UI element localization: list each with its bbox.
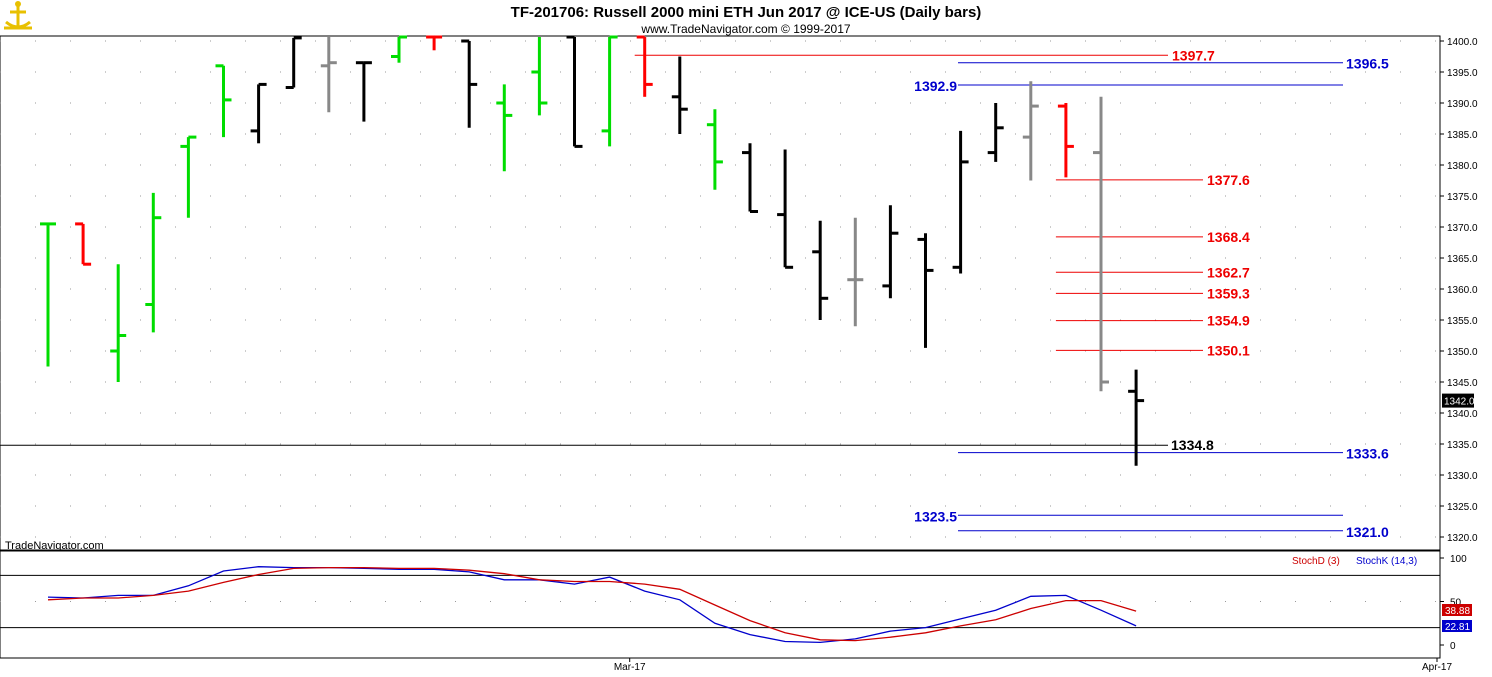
y-tick-label: 1320.0 <box>1447 533 1478 544</box>
ohlc-bar <box>706 109 723 190</box>
black-level-label: 1334.8 <box>1171 437 1214 453</box>
stoch-series-line <box>47 566 1137 644</box>
ohlc-bar <box>391 35 407 63</box>
red-level-label: 1397.7 <box>1172 47 1215 63</box>
red-level-label: 1359.3 <box>1207 285 1250 301</box>
x-tick-label: Apr-17 <box>1422 662 1452 673</box>
ohlc-bar <box>1057 103 1074 178</box>
blue-level-label: 1392.9 <box>914 78 957 94</box>
stoch-tick-label: 100 <box>1450 554 1467 565</box>
chart-subtitle: www.TradeNavigator.com © 1999-2017 <box>640 22 850 36</box>
y-tick-label: 1360.0 <box>1447 285 1478 296</box>
ohlc-bar <box>180 135 197 218</box>
last-price-badge <box>1442 393 1474 408</box>
blue-level-label: 1333.6 <box>1346 446 1389 462</box>
blue-level-label: 1396.5 <box>1346 56 1389 72</box>
blue-level-label: 1321.0 <box>1346 524 1389 540</box>
y-tick-label: 1380.0 <box>1447 161 1478 172</box>
red-level-label: 1362.7 <box>1207 264 1250 280</box>
x-tick-label: Mar-17 <box>614 662 646 673</box>
y-tick-label: 1390.0 <box>1447 99 1478 110</box>
y-tick-label: 1385.0 <box>1447 130 1478 141</box>
y-tick-label: 1400.0 <box>1447 37 1478 48</box>
stoch-legend-entry: StochK (14,3) <box>1356 556 1417 567</box>
ohlc-bar <box>355 61 372 122</box>
ohlc-bar <box>742 143 758 213</box>
price-y-axis: 1320.0 1325.0 1330.0 1335.0 1340.0 1345.0 1350… <box>1440 37 1478 544</box>
chart-title: TF-201706: Russell 2000 mini ETH Jun 201… <box>511 4 982 21</box>
blue-level-label: 1323.5 <box>914 508 957 524</box>
stochd-value-label: 38.88 <box>1445 606 1470 617</box>
ohlc-bar <box>145 192 162 333</box>
ohlc-bar <box>496 84 513 172</box>
ohlc-bar <box>75 222 92 266</box>
stoch-panel-frame <box>0 550 1441 659</box>
y-tick-label: 1395.0 <box>1447 68 1478 79</box>
y-tick-label: 1340.0 <box>1447 409 1478 420</box>
ohlc-bar <box>882 205 899 299</box>
y-tick-label: 1350.0 <box>1447 347 1478 358</box>
stochastic-panel: StochD (3) StochK (14,3) 100 50 0 38.88 22.81 <box>0 554 1472 652</box>
ohlc-bar <box>987 103 1004 162</box>
y-tick-label: 1325.0 <box>1447 502 1478 513</box>
stochk-value-label: 22.81 <box>1445 622 1470 633</box>
price-panel-frame <box>0 35 1441 551</box>
ohlc-bar <box>601 35 618 147</box>
price-bars <box>40 35 1145 466</box>
ohlc-bar <box>812 220 829 320</box>
ohlc-bar <box>461 39 478 128</box>
y-tick-label: 1330.0 <box>1447 471 1478 482</box>
y-tick-label: 1335.0 <box>1447 440 1478 451</box>
ohlc-bar <box>847 217 864 327</box>
y-tick-label: 1375.0 <box>1447 192 1478 203</box>
red-level-label: 1368.4 <box>1207 229 1250 245</box>
ohlc-bar <box>636 35 653 97</box>
ohlc-bar <box>1093 96 1109 392</box>
stoch-series-line <box>47 566 1137 642</box>
ohlc-bar <box>40 222 56 367</box>
red-level-label: 1377.6 <box>1207 172 1250 188</box>
ohlc-bar <box>215 64 232 138</box>
ohlc-bar <box>777 149 794 269</box>
stoch-tick-label: 0 <box>1450 641 1456 652</box>
ohlc-bar <box>566 35 583 148</box>
y-tick-label: 1355.0 <box>1447 316 1478 327</box>
tradenavigator-watermark: TradeNavigator.com <box>5 540 104 552</box>
red-level-label: 1350.1 <box>1207 342 1250 358</box>
stochk-value-badge <box>1442 620 1472 632</box>
ohlc-bar <box>1022 81 1039 181</box>
ohlc-bar <box>671 56 688 134</box>
stoch-legend-entry: StochD (3) <box>1292 556 1340 567</box>
ohlc-bar <box>250 82 267 144</box>
stoch-tick-label: 50 <box>1450 598 1462 609</box>
ohlc-bar <box>1128 369 1145 466</box>
y-tick-label: 1345.0 <box>1447 378 1478 389</box>
ohlc-bar <box>320 37 337 113</box>
y-tick-label: 1365.0 <box>1447 254 1478 265</box>
y-tick-label: 1370.0 <box>1447 223 1478 234</box>
ohlc-bar <box>285 36 302 89</box>
last-price-label: 1342.0 <box>1444 397 1475 408</box>
date-x-axis: Mar-17 Apr-17 <box>614 658 1452 673</box>
ohlc-bar <box>531 37 548 116</box>
anchor-logo-icon <box>4 1 32 30</box>
stochd-value-badge <box>1442 604 1472 616</box>
price-levels: 1334.8 1397.7 1377.6 1368.4 1362.7 1359.3 1354… <box>0 47 1389 540</box>
ohlc-bar <box>917 233 934 348</box>
ohlc-bar <box>952 130 969 274</box>
ohlc-bar <box>110 264 127 382</box>
ohlc-bar <box>426 35 443 51</box>
red-level-label: 1354.9 <box>1207 313 1250 329</box>
